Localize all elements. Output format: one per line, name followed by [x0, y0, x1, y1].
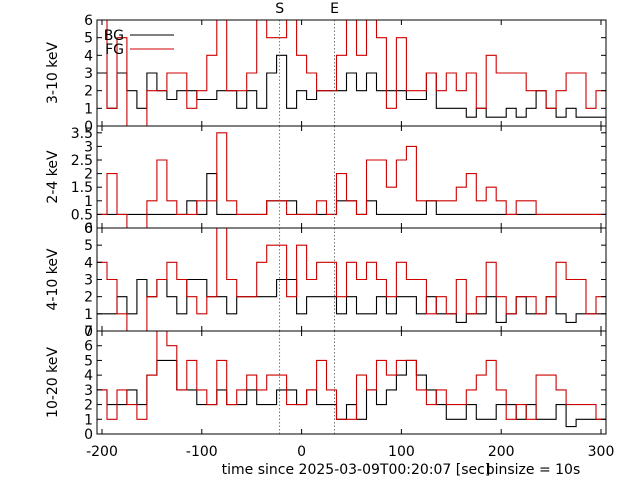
x-tick-label-0: -200 — [86, 444, 118, 460]
y-tick-label-3-1: 1 — [84, 412, 93, 428]
y-tick-label-0-5: 5 — [84, 31, 93, 47]
x-axis: -200 -100 0 100 200 300 — [86, 444, 614, 460]
y-tick-label-0-4: 4 — [84, 48, 93, 64]
y-tick-label-3-5: 5 — [84, 353, 93, 369]
x-tick-label-4: 200 — [488, 444, 515, 460]
marker-label-e: E — [330, 1, 339, 17]
panel-0: 0 12 3 45 6 3-10 keV — [45, 13, 607, 135]
y-axis-label-3: 10-20 keV — [45, 347, 61, 418]
y-tick-label-3-6: 6 — [84, 339, 93, 355]
y-tick-label-2-3: 3 — [84, 273, 93, 289]
y-tick-label-2-6: 6 — [84, 221, 93, 237]
y-tick-label-1-5: 2.5 — [71, 153, 93, 169]
y-tick-label-3-2: 2 — [84, 398, 93, 414]
y-tick-label-1-2: 1 — [84, 194, 93, 210]
y-tick-label-1-7: 3.5 — [71, 126, 93, 142]
y-axis-label-2: 4-10 keV — [45, 248, 61, 310]
series-fg-panel-1 — [97, 132, 606, 229]
legend-label-bg: BG — [104, 28, 124, 44]
y-tick-label-3-3: 3 — [84, 383, 93, 399]
y-tick-label-0-3: 3 — [84, 66, 93, 82]
x-tick-label-1: -100 — [186, 444, 218, 460]
panel-1: 00.511.522.533.5 2-4 keV — [45, 125, 607, 237]
series-fg-panel-3 — [97, 330, 606, 420]
series-bg-panel-0 — [97, 54, 606, 118]
y-tick-label-3-0: 0 — [84, 427, 93, 443]
y-tick-label-3-4: 4 — [84, 368, 93, 384]
y-tick-label-1-0: 0 — [84, 221, 93, 237]
y-tick-label-3-7: 7 — [84, 324, 93, 340]
series-bg-panel-3 — [97, 359, 606, 428]
y-axis-label-1: 2-4 keV — [45, 150, 61, 204]
y-tick-label-0-2: 2 — [84, 84, 93, 100]
marker-label-s: S — [275, 1, 284, 17]
y-tick-label-1-3: 1.5 — [71, 180, 93, 196]
x-tick-label-2: 0 — [297, 444, 306, 460]
y-tick-label-0-1: 1 — [84, 101, 93, 117]
binsize-label: binsize = 10s — [486, 462, 581, 478]
y-tick-label-2-5: 5 — [84, 238, 93, 254]
y-tick-label-0-6: 6 — [84, 13, 93, 29]
panel-frame-3 — [96, 330, 607, 435]
panel-frame-1 — [96, 125, 607, 229]
x-tick-label-3: 100 — [388, 444, 415, 460]
y-tick-label-1-4: 2 — [84, 167, 93, 183]
y-tick-label-1-6: 3 — [84, 139, 93, 155]
x-axis-label: time since 2025-03-09T00:20:07 [sec] — [222, 462, 491, 478]
series-bg-panel-2 — [97, 278, 606, 323]
legend-label-fg: FG — [105, 42, 124, 58]
y-tick-label-1-1: 0.5 — [71, 207, 93, 223]
x-tick-label-5: 300 — [588, 444, 615, 460]
y-tick-label-0-0: 0 — [84, 119, 93, 135]
series-fg-panel-2 — [97, 227, 606, 332]
y-tick-label-2-2: 2 — [84, 290, 93, 306]
y-tick-label-2-0: 0 — [84, 324, 93, 340]
series-bg-panel-1 — [97, 173, 606, 215]
y-axis-label-0: 3-10 keV — [45, 42, 61, 104]
panel-frame-2 — [96, 227, 607, 332]
y-tick-label-2-4: 4 — [84, 255, 93, 271]
y-tick-label-2-1: 1 — [84, 307, 93, 323]
